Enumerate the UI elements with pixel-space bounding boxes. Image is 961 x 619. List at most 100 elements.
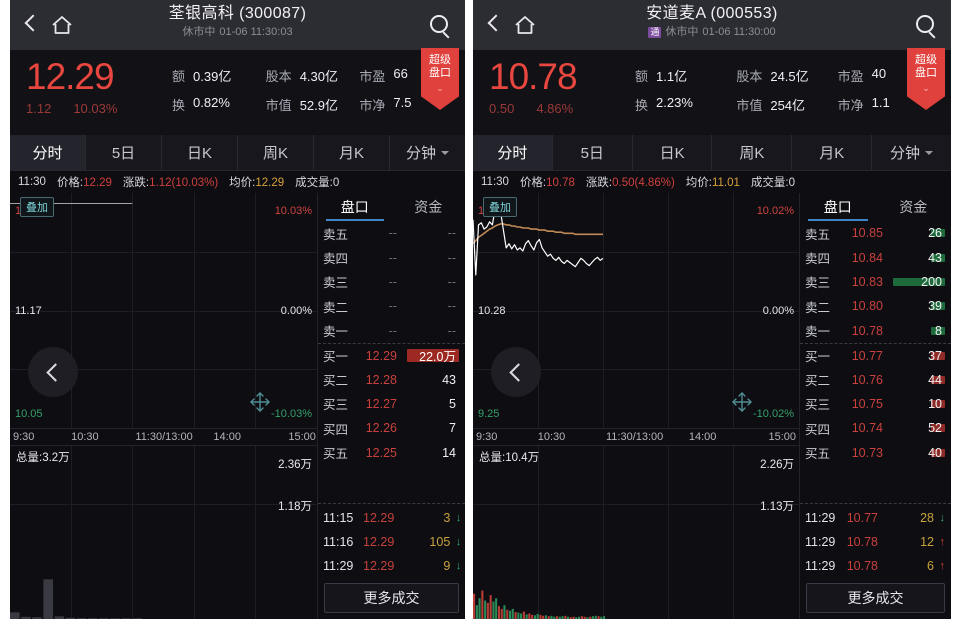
stat-label: 市值 [736,98,763,113]
orderbook-tab-0[interactable]: 盘口 [318,193,392,221]
tab-5[interactable]: 分钟 [872,135,951,170]
volume-chart[interactable]: 总量:10.4万 2.26万 1.13万 [473,445,799,619]
grid-hline [10,504,317,506]
x-axis-label-0: 9:30 [476,431,498,443]
tab-4[interactable]: 月K [792,135,873,170]
orderbook-volume-text: 37 [928,348,942,363]
tick-time: 11:29 [805,511,836,525]
orderbook-volume: -- [405,226,459,240]
stat-item: 市净 7.5 [359,95,453,114]
super-orderbook-badge[interactable]: 超级 盘口 ⌄ [421,48,459,110]
volume-chart[interactable]: 总量:3.2万 2.36万 1.18万 [10,445,317,619]
orderbook-price: 10.78 [851,323,883,338]
price-change: 0.50 [489,101,515,116]
price-group: 12.29 1.12 10.03% [22,56,172,127]
quote-timestamp: 01-06 11:30:00 [702,26,776,38]
tab-1[interactable]: 5日 [553,135,633,170]
chevron-left-icon[interactable] [24,14,37,36]
more-trades-button[interactable]: 更多成交 [806,583,945,613]
orderbook-volume-bar [931,448,945,457]
grid-vline [603,193,604,445]
orderbook-price: 12.27 [365,396,397,411]
tab-label: 分钟 [890,145,921,162]
tick-volume: 105 [429,535,451,549]
stat-label: 股本 [265,69,292,84]
volume-grid [10,446,317,619]
orderbook-row: 卖二 -- -- [318,294,465,318]
market-status-line: 休市中 01-06 11:30:03 [182,25,292,40]
orderbook-price: 12.26 [365,421,397,436]
price-chart[interactable]: 12.2911.1710.0510.03%0.00%-10.03%叠加9:301… [10,193,317,445]
info-volume-value: 0 [788,177,796,189]
orderbook-volume-text: -- [447,226,456,241]
tab-3[interactable]: 周K [712,135,793,170]
navbar: 安道麦A (000553) 通休市中 01-06 11:30:00 [473,0,951,50]
super-orderbook-badge[interactable]: 超级 盘口 ⌄ [907,48,945,110]
info-time: 11:30 [18,176,46,188]
orderbook-tab-1[interactable]: 资金 [899,199,928,215]
search-icon[interactable] [429,14,451,36]
more-trades-button[interactable]: 更多成交 [324,583,459,613]
tab-5[interactable]: 分钟 [390,135,465,170]
orderbook-level-label: 卖五 [323,227,349,242]
orderbook-volume-text: -- [447,250,456,265]
trade-tick-row: 11:29 12.29 9 ↓ [318,554,465,578]
previous-stock-button[interactable] [491,347,541,397]
overlay-button[interactable]: 叠加 [20,197,54,217]
info-price-label: 价格: [56,177,84,189]
overlay-button[interactable]: 叠加 [483,197,517,217]
orderbook-row: 买四 10.74 52 [800,416,951,440]
price-change-pct: 10.03% [73,101,118,116]
search-icon[interactable] [915,14,937,36]
chart-grid [10,193,317,445]
tab-2[interactable]: 日K [162,135,238,170]
orderbook-price: 10.85 [851,226,883,241]
orderbook-volume-bar [407,349,459,363]
navbar: 荃银高科 (300087) 休市中 01-06 11:30:03 [10,0,465,50]
move-crosshair-icon[interactable] [247,389,273,415]
info-avg-label: 均价: [229,177,256,189]
orderbook-volume: 10 [891,397,945,411]
orderbook-price: 10.84 [851,250,883,265]
home-icon[interactable] [51,15,73,35]
trade-tick-row: 11:16 12.29 105 ↓ [318,530,465,554]
stat-label: 市净 [359,98,386,113]
stat-label: 股本 [736,69,763,84]
stat-label: 市盈 [359,69,386,84]
tab-1[interactable]: 5日 [86,135,162,170]
orderbook-tab-0[interactable]: 盘口 [800,193,876,221]
orderbook-volume: 40 [891,446,945,460]
price-group: 10.78 0.50 4.86% [485,56,635,127]
orderbook-tab-1[interactable]: 资金 [414,199,443,215]
tong-badge: 通 [648,27,662,38]
tab-0[interactable]: 分时 [473,135,553,170]
quote-block: 10.78 0.50 4.86% 额 1.1亿换 2.23% 股本 24.5亿 市值 254亿 市盈… [473,48,951,135]
stats-column: 额 1.1亿换 2.23% [635,66,736,127]
volume-bars-svg [473,590,606,619]
info-price-value: 10.78 [546,177,575,189]
chevron-left-icon[interactable] [487,14,500,36]
orderbook-volume-bar [931,229,945,238]
previous-stock-button[interactable] [28,347,78,397]
orderbook-row: 卖四 10.84 43 [800,245,951,269]
page-title: 荃银高科 (300087) [168,5,307,22]
stats-grid: 额 0.39亿换 0.82% 股本 4.30亿 市值 52.9亿 市盈 66 市净 7.5 [172,56,453,127]
home-icon[interactable] [514,15,536,35]
orderbook-volume-text: 40 [928,445,942,460]
move-crosshair-icon[interactable] [729,389,755,415]
tab-0[interactable]: 分时 [10,135,86,170]
tab-4[interactable]: 月K [314,135,390,170]
x-axis-label-4: 15:00 [768,431,797,443]
tab-2[interactable]: 日K [633,135,713,170]
stat-label: 市盈 [837,69,864,84]
tab-3[interactable]: 周K [238,135,314,170]
orderbook-price: 10.76 [851,372,883,387]
orderbook-level-label: 卖三 [323,276,349,291]
orderbook-volume-text: -- [447,299,456,314]
orderbook-volume: 39 [891,299,945,313]
chart-column: 12.2911.1710.0510.03%0.00%-10.03%叠加9:301… [10,193,317,619]
grid-vline [132,446,134,619]
orderbook-price: 12.29 [365,348,397,363]
price-chart[interactable]: 11.3110.289.2510.02%0.00%-10.02%叠加9:3010… [473,193,799,445]
